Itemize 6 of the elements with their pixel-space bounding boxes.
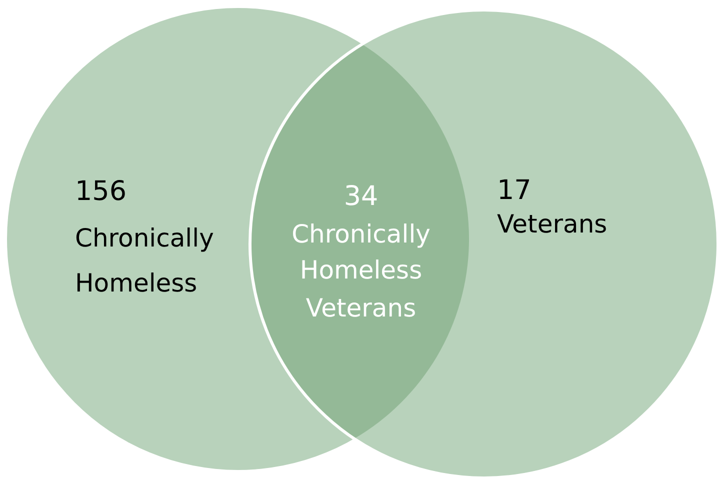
data-label: 34 xyxy=(344,181,378,212)
data-label: 156 xyxy=(75,176,127,208)
category-label: Veterans xyxy=(497,210,608,238)
data-label: 17 xyxy=(497,175,532,206)
category-label: Chronically Homeless Veterans xyxy=(292,220,431,322)
category-label: Chronically Homeless xyxy=(75,224,214,298)
